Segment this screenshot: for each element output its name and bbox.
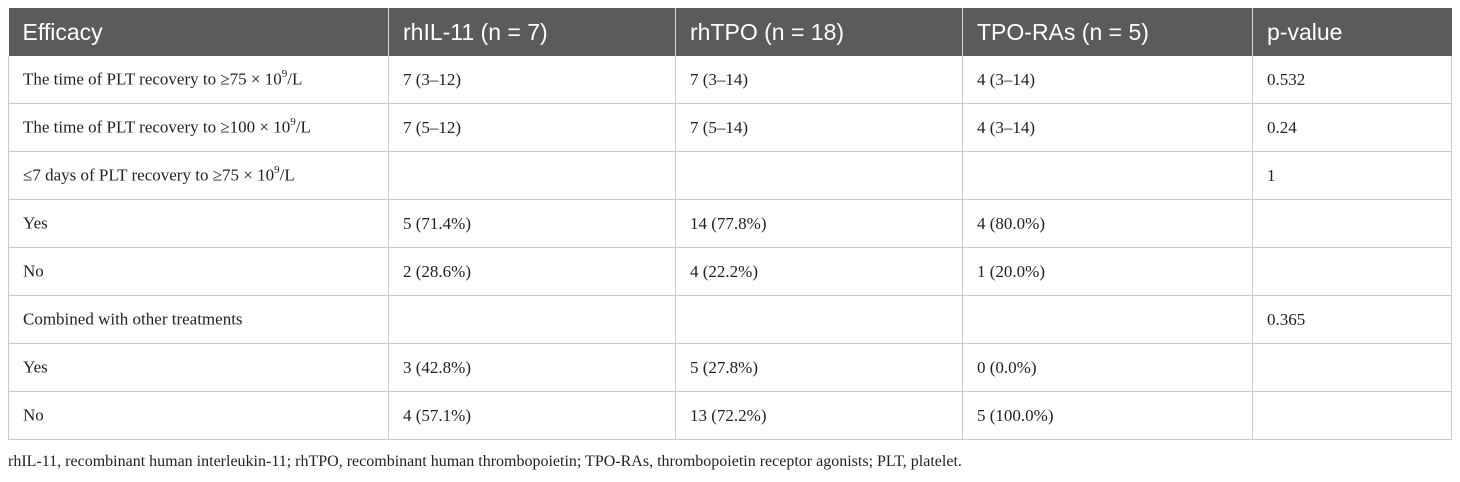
row-label: The time of PLT recovery to ≥100 × 109/L [8,103,389,152]
efficacy-table-container: Efficacy rhIL-11 (n = 7) rhTPO (n = 18) … [8,8,1452,440]
cell-rhil11 [388,151,676,200]
efficacy-table: Efficacy rhIL-11 (n = 7) rhTPO (n = 18) … [8,8,1452,440]
cell-tpo-ras: 4 (3–14) [962,56,1253,104]
table-row: The time of PLT recovery to ≥100 × 109/L… [8,103,1452,152]
cell-rhtpo: 7 (5–14) [675,103,963,152]
table-row: ≤7 days of PLT recovery to ≥75 × 109/L 1 [8,151,1452,200]
cell-tpo-ras: 0 (0.0%) [962,343,1253,392]
cell-rhtpo: 13 (72.2%) [675,391,963,440]
table-row: Combined with other treatments 0.365 [8,295,1452,344]
cell-tpo-ras [962,151,1253,200]
row-label: Combined with other treatments [8,295,389,344]
table-row: No 4 (57.1%) 13 (72.2%) 5 (100.0%) [8,391,1452,440]
cell-p-value: 0.365 [1252,295,1452,344]
cell-p-value [1252,391,1452,440]
cell-rhtpo: 7 (3–14) [675,56,963,104]
cell-p-value [1252,247,1452,296]
table-row: No 2 (28.6%) 4 (22.2%) 1 (20.0%) [8,247,1452,296]
header-rhtpo: rhTPO (n = 18) [675,8,963,56]
cell-rhil11: 7 (5–12) [388,103,676,152]
cell-tpo-ras: 5 (100.0%) [962,391,1253,440]
cell-tpo-ras: 4 (3–14) [962,103,1253,152]
row-label: The time of PLT recovery to ≥75 × 109/L [8,56,389,104]
row-label: No [8,247,389,296]
cell-rhil11: 4 (57.1%) [388,391,676,440]
header-rhil11: rhIL-11 (n = 7) [388,8,676,56]
cell-rhil11: 7 (3–12) [388,56,676,104]
cell-rhil11: 2 (28.6%) [388,247,676,296]
row-label: No [8,391,389,440]
cell-rhtpo: 14 (77.8%) [675,199,963,248]
table-header-row: Efficacy rhIL-11 (n = 7) rhTPO (n = 18) … [8,8,1452,56]
table-footnote: rhIL-11, recombinant human interleukin-1… [8,453,962,470]
header-efficacy: Efficacy [8,8,389,56]
row-label: ≤7 days of PLT recovery to ≥75 × 109/L [8,151,389,200]
cell-rhtpo [675,151,963,200]
header-p-value: p-value [1252,8,1452,56]
cell-p-value [1252,199,1452,248]
row-label: Yes [8,199,389,248]
cell-rhtpo [675,295,963,344]
table-row: The time of PLT recovery to ≥75 × 109/L … [8,56,1452,104]
cell-p-value: 0.532 [1252,56,1452,104]
cell-p-value [1252,343,1452,392]
cell-rhtpo: 5 (27.8%) [675,343,963,392]
header-tpo-ras: TPO-RAs (n = 5) [962,8,1253,56]
cell-tpo-ras: 1 (20.0%) [962,247,1253,296]
row-label: Yes [8,343,389,392]
cell-rhtpo: 4 (22.2%) [675,247,963,296]
cell-rhil11 [388,295,676,344]
cell-p-value: 0.24 [1252,103,1452,152]
table-row: Yes 5 (71.4%) 14 (77.8%) 4 (80.0%) [8,199,1452,248]
cell-rhil11: 5 (71.4%) [388,199,676,248]
cell-rhil11: 3 (42.8%) [388,343,676,392]
table-row: Yes 3 (42.8%) 5 (27.8%) 0 (0.0%) [8,343,1452,392]
cell-tpo-ras: 4 (80.0%) [962,199,1253,248]
cell-p-value: 1 [1252,151,1452,200]
cell-tpo-ras [962,295,1253,344]
